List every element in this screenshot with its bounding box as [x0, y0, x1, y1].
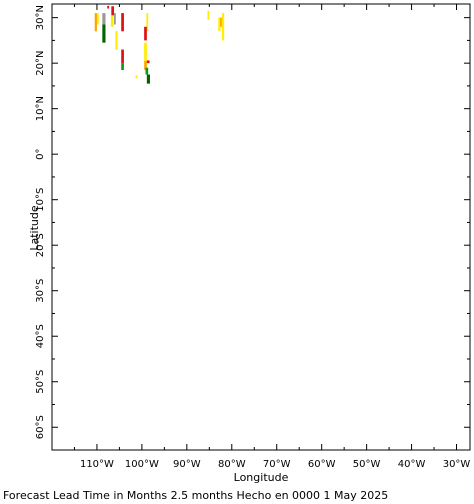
forecast-cell-yellow — [207, 10, 210, 20]
y-tick-label: 20°N — [35, 51, 46, 76]
x-axis-title: Longitude — [234, 471, 289, 484]
forecast-cell-yellow — [96, 13, 99, 25]
plot-frame — [51, 3, 471, 451]
y-tick-label: 10°N — [35, 96, 46, 121]
forecast-cell-darkgreen — [102, 24, 106, 43]
y-tick-label: 60°S — [35, 415, 46, 439]
forecast-cell-red — [107, 5, 110, 9]
y-axis-title: Latitude — [28, 205, 41, 251]
x-tick-label: 90°W — [173, 459, 201, 470]
forecast-cell-yellow — [146, 13, 149, 32]
x-tick-label: 100°W — [125, 459, 159, 470]
forecast-caption: Forecast Lead Time in Months 2.5 months … — [3, 489, 389, 502]
y-tick-label: 50°S — [35, 370, 46, 394]
forecast-cell-darkgreen — [146, 74, 150, 84]
forecast-cell-yellow — [110, 15, 114, 27]
forecast-cells — [94, 5, 225, 84]
forecast-cell-green — [121, 63, 124, 70]
x-tick-label: 70°W — [263, 459, 291, 470]
forecast-cell-orange — [144, 60, 147, 70]
x-tick-label: 40°W — [398, 459, 426, 470]
forecast-cell-red — [111, 6, 115, 16]
y-tick-label: 30°S — [35, 279, 46, 303]
forecast-cell-yellow — [221, 13, 225, 41]
forecast-cell-red — [144, 26, 147, 41]
x-tick-label: 60°W — [308, 459, 336, 470]
y-tick-label: 40°S — [35, 324, 46, 348]
y-tick-label: 30°N — [35, 5, 46, 30]
y-tick-label: 10°S — [35, 188, 46, 212]
y-tick-label: 0° — [35, 148, 46, 159]
axis-ticks: 110°W 100°W 90°W 80°W 70°W 60°W 50°W 40°W 30°W 30… — [35, 4, 470, 470]
forecast-cell-gray — [102, 13, 106, 25]
forecast-cell-yellow — [144, 42, 147, 61]
x-tick-label: 110°W — [80, 459, 114, 470]
forecast-cell-yellow — [218, 17, 221, 32]
forecast-cell-yellow — [135, 75, 138, 79]
forecast-cell-gray — [114, 13, 116, 25]
y-tick-label: 20°S — [35, 233, 46, 257]
forecast-cell-orange — [94, 13, 97, 32]
forecast-cell-yellow — [115, 31, 118, 50]
x-tick-label: 30°W — [443, 459, 471, 470]
forecast-cell-red — [121, 49, 124, 64]
x-tick-label: 50°W — [353, 459, 381, 470]
forecast-cell-orange — [220, 17, 222, 27]
forecast-cell-green — [145, 67, 149, 75]
forecast-cell-red — [121, 13, 124, 32]
forecast-cell-red — [146, 60, 150, 64]
x-tick-label: 80°W — [218, 459, 246, 470]
